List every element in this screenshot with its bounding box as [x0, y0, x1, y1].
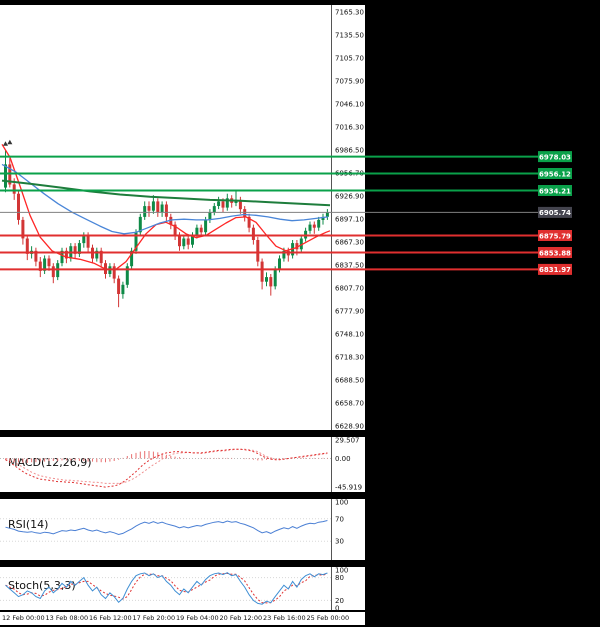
time-axis-label: 25 Feb 00:00	[306, 614, 350, 622]
support-price-tag	[538, 230, 572, 241]
support-price-tag-label: 6853.88	[539, 249, 571, 257]
rsi-indicator-label: RSI(14)	[8, 518, 49, 531]
time-axis-label: 20 Feb 12:00	[219, 614, 263, 622]
support-price-tag-label: 6831.97	[539, 266, 571, 274]
resistance-price-tag	[538, 151, 572, 163]
time-axis[interactable]: 12 Feb 00:00 13 Feb 08:00 16 Feb 12:00 17 F…	[0, 612, 365, 625]
support-price-tag	[538, 247, 572, 258]
main-price-chart-panel[interactable]	[0, 5, 365, 430]
resistance-price-tag-label: 6934.21	[539, 187, 571, 195]
resistance-price-tag	[538, 168, 572, 179]
rsi-indicator-panel[interactable]	[0, 499, 365, 560]
stoch-indicator-label: Stoch(5,3,3)	[8, 579, 76, 592]
time-axis-label: 12 Feb 00:00	[2, 614, 45, 622]
time-axis-label: 23 Feb 16:00	[263, 614, 306, 622]
time-axis-label: 17 Feb 20:00	[132, 614, 176, 622]
support-price-tag	[538, 263, 572, 275]
resistance-price-tag-label: 6956.12	[539, 170, 571, 178]
macd-indicator-label: MACD(12,26,9)	[8, 456, 92, 469]
resistance-price-tag	[538, 185, 572, 196]
current-price-tag-label: 6905.74	[539, 209, 571, 217]
time-axis-label: 16 Feb 12:00	[89, 614, 132, 622]
time-axis-label: 13 Feb 08:00	[45, 614, 89, 622]
time-axis-label: 19 Feb 04:00	[176, 614, 219, 622]
support-price-tag-label: 6875.79	[539, 232, 571, 240]
current-price-tag	[538, 206, 572, 218]
resistance-price-tag-label: 6978.03	[539, 153, 571, 161]
